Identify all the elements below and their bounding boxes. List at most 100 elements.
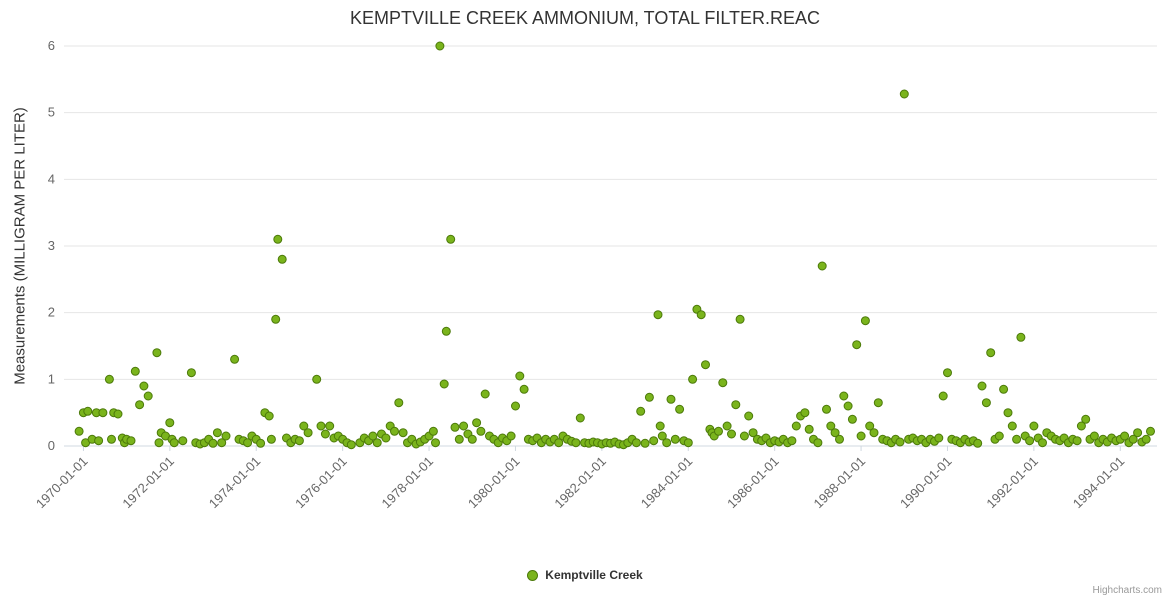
data-point[interactable]	[718, 378, 728, 388]
data-point[interactable]	[977, 381, 987, 391]
data-point[interactable]	[636, 406, 646, 416]
data-point[interactable]	[431, 438, 440, 448]
data-point[interactable]	[787, 436, 797, 446]
data-point[interactable]	[1089, 431, 1099, 441]
data-point[interactable]	[439, 379, 449, 389]
data-point[interactable]	[640, 438, 650, 448]
data-point[interactable]	[800, 408, 810, 418]
data-point[interactable]	[511, 401, 520, 411]
data-point[interactable]	[873, 398, 883, 408]
data-point[interactable]	[1133, 428, 1143, 438]
data-point[interactable]	[649, 436, 659, 446]
data-point[interactable]	[653, 310, 663, 320]
data-point[interactable]	[139, 381, 149, 391]
data-point[interactable]	[696, 310, 706, 320]
data-point[interactable]	[394, 398, 404, 408]
data-point[interactable]	[744, 411, 754, 421]
data-point[interactable]	[467, 434, 477, 444]
data-point[interactable]	[727, 429, 736, 439]
data-point[interactable]	[480, 389, 490, 399]
data-point[interactable]	[476, 426, 486, 436]
data-point[interactable]	[662, 438, 672, 448]
data-point[interactable]	[113, 409, 123, 419]
data-point[interactable]	[830, 428, 840, 438]
data-point[interactable]	[107, 434, 116, 444]
data-point[interactable]	[372, 438, 382, 448]
data-point[interactable]	[472, 418, 482, 428]
data-point[interactable]	[126, 436, 136, 446]
data-point[interactable]	[822, 404, 831, 414]
data-point[interactable]	[312, 374, 322, 384]
data-point[interactable]	[217, 438, 227, 448]
data-point[interactable]	[1081, 414, 1091, 424]
data-point[interactable]	[839, 391, 849, 401]
data-point[interactable]	[1029, 421, 1039, 431]
data-point[interactable]	[212, 428, 222, 438]
data-point[interactable]	[994, 431, 1004, 441]
data-point[interactable]	[1003, 408, 1013, 418]
data-point[interactable]	[804, 424, 814, 434]
highcharts-credits-link[interactable]: Highcharts.com	[1092, 585, 1162, 596]
data-point[interactable]	[575, 413, 585, 423]
data-point[interactable]	[299, 421, 309, 431]
data-point[interactable]	[325, 421, 335, 431]
data-point[interactable]	[1141, 434, 1151, 444]
data-point[interactable]	[1012, 434, 1022, 444]
data-point[interactable]	[835, 434, 844, 444]
data-point[interactable]	[1007, 421, 1017, 431]
data-point[interactable]	[178, 436, 188, 446]
data-point[interactable]	[986, 348, 996, 358]
data-point[interactable]	[277, 254, 287, 264]
data-point[interactable]	[104, 374, 114, 384]
data-point[interactable]	[152, 348, 162, 358]
data-point[interactable]	[450, 422, 460, 432]
data-point[interactable]	[688, 374, 698, 384]
data-point[interactable]	[865, 421, 875, 431]
data-point[interactable]	[666, 394, 676, 404]
data-point[interactable]	[320, 429, 330, 439]
data-point[interactable]	[273, 234, 283, 244]
data-point[interactable]	[381, 433, 391, 443]
data-point[interactable]	[271, 314, 281, 324]
data-point[interactable]	[506, 431, 516, 441]
data-point[interactable]	[316, 421, 326, 431]
data-point[interactable]	[303, 428, 313, 438]
data-point[interactable]	[731, 400, 741, 410]
data-point[interactable]	[428, 426, 438, 436]
data-point[interactable]	[256, 438, 266, 448]
data-point[interactable]	[208, 438, 218, 448]
data-point[interactable]	[519, 384, 529, 394]
data-point[interactable]	[165, 418, 175, 428]
data-point[interactable]	[98, 408, 108, 418]
data-point[interactable]	[856, 431, 866, 441]
data-point[interactable]	[398, 428, 408, 438]
data-point[interactable]	[441, 326, 451, 336]
data-point[interactable]	[1146, 426, 1155, 436]
data-point[interactable]	[221, 431, 231, 441]
data-point[interactable]	[454, 434, 464, 444]
data-point[interactable]	[675, 404, 685, 414]
data-point[interactable]	[83, 406, 93, 416]
data-point[interactable]	[981, 398, 991, 408]
data-point[interactable]	[186, 368, 196, 378]
data-point[interactable]	[813, 438, 823, 448]
data-point[interactable]	[943, 368, 952, 378]
data-point[interactable]	[554, 438, 564, 448]
data-point[interactable]	[735, 314, 745, 324]
data-point[interactable]	[243, 438, 253, 448]
data-point[interactable]	[860, 316, 870, 326]
data-point[interactable]	[264, 411, 274, 421]
data-point[interactable]	[94, 436, 104, 446]
data-point[interactable]	[1120, 431, 1130, 441]
data-point[interactable]	[655, 421, 665, 431]
legend-item-kemptville-creek[interactable]: Kemptville Creek	[527, 568, 643, 582]
data-point[interactable]	[852, 340, 862, 350]
data-point[interactable]	[154, 438, 164, 448]
data-point[interactable]	[266, 434, 276, 444]
data-point[interactable]	[515, 371, 525, 381]
data-point[interactable]	[938, 391, 948, 401]
data-point[interactable]	[130, 366, 140, 376]
data-point[interactable]	[346, 440, 356, 450]
data-point[interactable]	[899, 89, 909, 99]
